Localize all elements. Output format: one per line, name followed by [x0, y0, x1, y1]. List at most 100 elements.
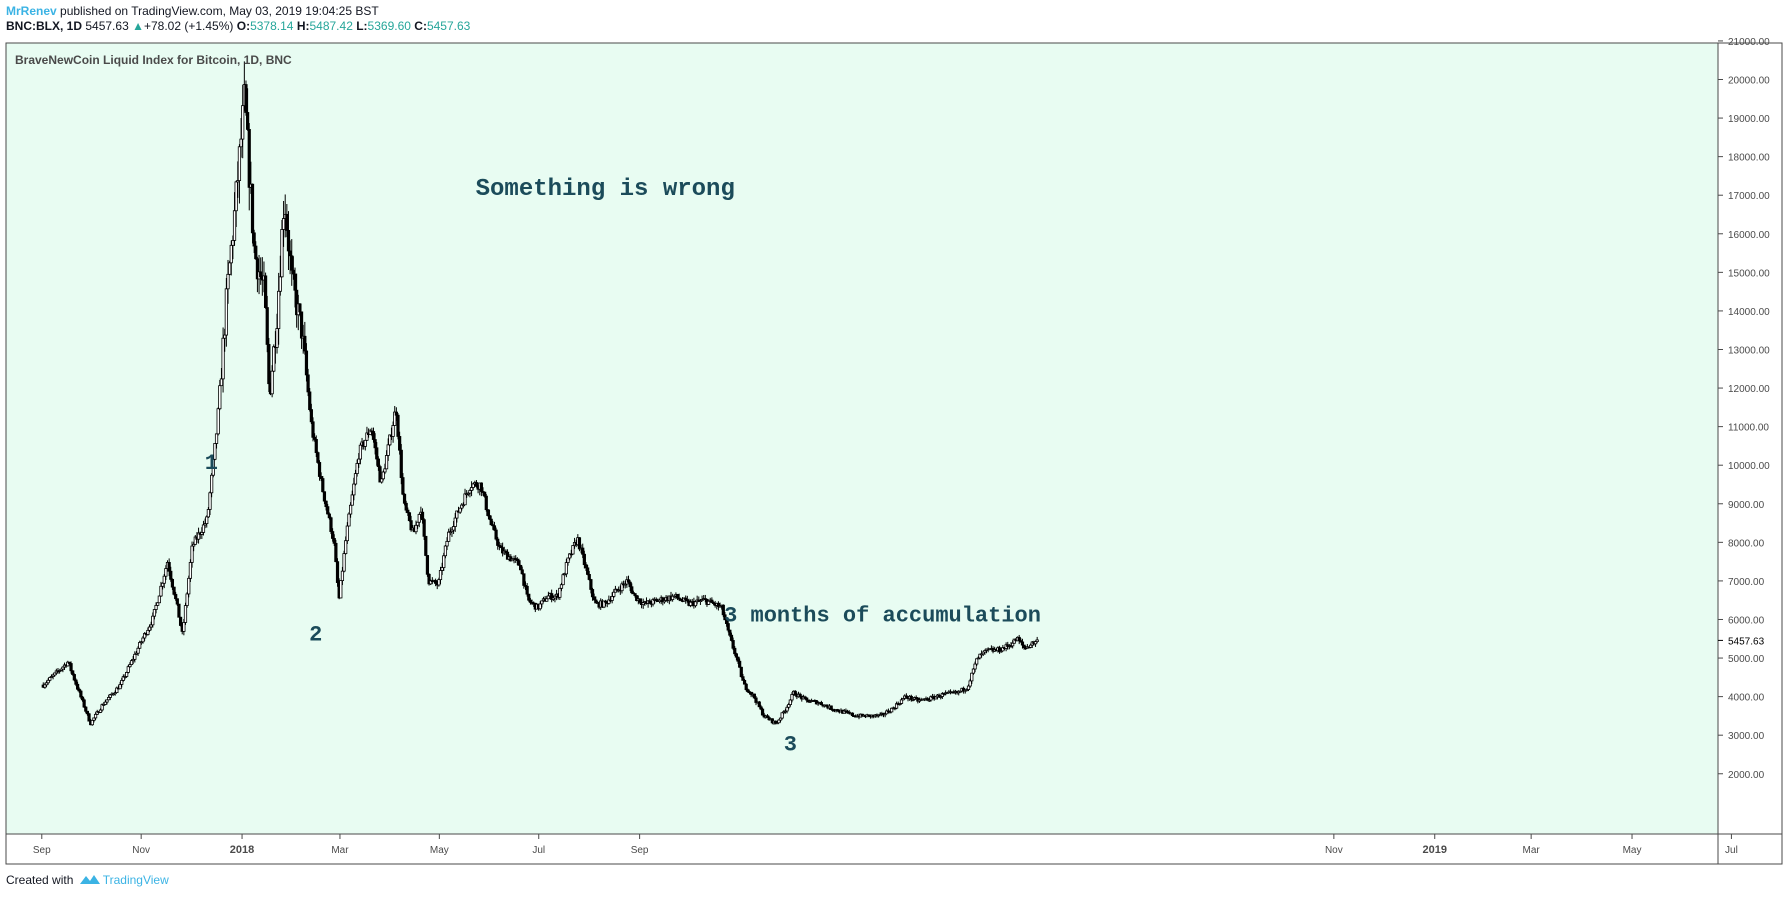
candle-body: [808, 701, 812, 703]
candle-body: [353, 473, 358, 485]
candle-body: [371, 431, 376, 440]
candle-body: [581, 547, 585, 555]
candle-body: [254, 245, 258, 260]
candle-body: [128, 664, 132, 668]
candle-body: [966, 685, 971, 690]
y-tick-label: 4000.00: [1728, 693, 1765, 704]
candle-body: [517, 560, 521, 566]
candle-body: [156, 602, 160, 606]
candle-body: [306, 374, 310, 393]
candle-body: [157, 595, 161, 604]
y-tick-label: 6000.00: [1728, 615, 1765, 626]
candle-body: [404, 502, 408, 511]
candle-body: [582, 553, 586, 566]
candle-body: [909, 695, 913, 700]
candle-body: [486, 509, 490, 516]
candle-body: [726, 623, 730, 631]
candle-body: [211, 458, 215, 476]
candle-body: [281, 218, 286, 230]
candle-body: [633, 593, 637, 596]
candle-body: [74, 679, 78, 685]
candle-body: [434, 580, 438, 584]
candle-body: [425, 555, 430, 575]
annotation-4: 3: [784, 733, 797, 758]
candle-body: [754, 697, 758, 703]
candle-body: [451, 526, 456, 531]
candle-body: [381, 471, 385, 480]
candle-body: [527, 593, 531, 601]
candle-body: [206, 509, 210, 518]
candle-body: [438, 570, 443, 581]
price-axis[interactable]: 2000.00 3000.00 4000.00 5000.00 6000.00 7000.…: [1718, 37, 1770, 781]
candle-body: [968, 680, 972, 687]
candle-body: [161, 582, 165, 587]
candle-body: [263, 275, 268, 308]
candle-body: [738, 660, 742, 668]
ohlc-line: BNC:BLX, 1D 5457.63 ▲+78.02 (+1.45%) O:5…: [6, 19, 470, 34]
candle-body: [231, 240, 235, 246]
x-tick-label: May: [1623, 845, 1642, 856]
candle-body: [975, 658, 979, 665]
candle-body: [546, 595, 550, 600]
candle-body: [216, 408, 220, 435]
x-tick-label: 2019: [1422, 844, 1446, 856]
candle-body: [970, 672, 974, 682]
candle-body: [380, 478, 384, 483]
candle-body: [463, 493, 467, 506]
candle-body: [259, 271, 263, 278]
candle-body: [540, 600, 544, 605]
y-tick-label: 20000.00: [1728, 76, 1770, 87]
candle-body: [322, 491, 327, 502]
candle-body: [398, 436, 402, 451]
candle-body: [496, 538, 500, 546]
candle-body: [272, 346, 276, 372]
candle-body: [113, 692, 117, 695]
time-axis[interactable]: SepNov2018MarMayJulSepNov2019MarMayJulSe…: [33, 834, 1788, 856]
candle-body: [85, 710, 90, 715]
candle-body: [729, 634, 734, 641]
candle-body: [169, 570, 173, 580]
last-price: 5457.63: [85, 19, 129, 33]
y-tick-label: 10000.00: [1728, 461, 1770, 472]
candle-body: [378, 466, 382, 483]
candle-body: [120, 679, 124, 685]
candle-body: [890, 707, 894, 713]
candle-body: [440, 567, 444, 571]
candle-body: [79, 690, 83, 698]
candle-body: [288, 250, 292, 257]
candle-body: [401, 477, 405, 495]
candle-body: [850, 712, 855, 717]
candle-body: [355, 462, 359, 474]
x-tick-label: Sep: [631, 845, 649, 856]
candle-body: [396, 414, 400, 437]
candle-body: [545, 598, 549, 602]
open-label: O:: [236, 19, 251, 33]
candle-body: [777, 719, 781, 724]
candle-body: [214, 433, 219, 444]
plot-area[interactable]: [6, 43, 1718, 834]
candle-body: [741, 676, 745, 681]
candle-body: [246, 112, 250, 130]
candle-body: [350, 494, 354, 506]
candle-body: [787, 704, 791, 708]
candle-body: [108, 694, 112, 698]
candle-body: [303, 335, 307, 352]
candle-body: [402, 493, 407, 504]
candle-body: [564, 562, 568, 575]
candle-body: [136, 647, 140, 654]
candle-body: [221, 337, 225, 380]
candle-body: [829, 705, 833, 710]
candle-body: [929, 696, 933, 701]
candle-body: [187, 577, 191, 595]
candle-body: [174, 593, 178, 600]
x-tick-label: Nov: [132, 845, 150, 856]
candle-body: [304, 350, 309, 376]
candle-body: [525, 585, 529, 595]
candle-body: [321, 478, 325, 493]
author-link[interactable]: MrRenev: [6, 4, 57, 18]
candle-body: [558, 587, 562, 598]
tradingview-link[interactable]: TradingView: [102, 873, 169, 887]
x-tick-label: Jul: [532, 845, 545, 856]
candle-body: [326, 506, 330, 515]
